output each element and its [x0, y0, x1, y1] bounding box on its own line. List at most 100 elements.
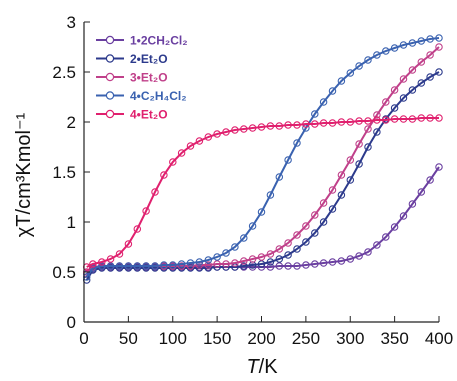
y-tick-label: 0.5 [52, 263, 76, 282]
data-point [195, 137, 204, 145]
legend-swatch-marker [105, 54, 115, 63]
data-point [390, 44, 399, 52]
data-point [408, 115, 417, 123]
x-tick-label: 50 [119, 329, 138, 348]
data-point [373, 241, 381, 249]
legend-swatch-marker [105, 109, 115, 119]
x-tick-label: 150 [203, 329, 231, 348]
data-point [408, 200, 417, 208]
data-point [222, 128, 230, 136]
x-tick-label: 400 [425, 329, 453, 348]
data-point [346, 176, 355, 184]
data-point [390, 115, 399, 123]
data-point [257, 253, 266, 261]
data-point [142, 262, 150, 270]
x-tick-label: 300 [336, 329, 364, 348]
data-point [382, 47, 390, 55]
x-tick-label: 250 [292, 329, 320, 348]
data-point [240, 234, 248, 242]
data-point [266, 258, 275, 266]
data-point [248, 263, 257, 271]
data-point [373, 51, 381, 59]
legend: 1•2CH₂Cl₂ 2•Et₂O 3•Et₂O 4•C₂H₄Cl₂ 4•Et₂O [96, 34, 188, 122]
data-point [186, 264, 195, 272]
legend-label: 1•2CH₂Cl₂ [130, 34, 188, 48]
data-point [284, 262, 292, 270]
data-point [106, 262, 115, 270]
data-point [204, 133, 213, 141]
data-point [417, 37, 426, 45]
data-point [382, 116, 390, 124]
data-point [248, 255, 257, 263]
data-point [222, 260, 230, 268]
data-point [222, 249, 230, 257]
x-tick-label: 100 [159, 329, 187, 348]
data-point [160, 171, 168, 179]
data-point [257, 260, 266, 268]
data-point [133, 225, 142, 233]
data-point [177, 262, 186, 270]
data-point [328, 87, 337, 95]
data-point [319, 199, 328, 207]
data-point [142, 207, 150, 215]
data-point [328, 258, 337, 266]
data-point [426, 73, 434, 81]
data-point [390, 86, 399, 94]
data-point [177, 260, 186, 268]
data-point [328, 119, 337, 127]
data-point [169, 158, 177, 166]
y-axis-label: χT/cm³Kmol⁻¹ [13, 112, 35, 237]
data-point [311, 229, 319, 237]
legend-item: 1•2CH₂Cl₂ [96, 34, 188, 48]
data-point [240, 257, 248, 265]
data-point [328, 205, 337, 213]
data-point [231, 126, 239, 134]
data-point [275, 173, 284, 181]
data-point [142, 264, 150, 272]
data-point [248, 222, 257, 230]
legend-swatch-marker [105, 35, 115, 45]
legend-label: 4•C₂H₄Cl₂ [130, 89, 187, 103]
data-point [266, 263, 275, 271]
data-point [399, 94, 408, 102]
data-point [355, 117, 363, 125]
data-point [373, 128, 381, 136]
y-tick-label: 1 [67, 213, 76, 232]
legend-item: 2•Et₂O [96, 52, 168, 66]
data-point [417, 58, 426, 66]
data-point [382, 233, 390, 241]
data-point [364, 117, 372, 125]
axes-layer: 0 50 100 150 200 250 300 350 400 0 0.5 1 1.5 2 2.5 3 [52, 13, 453, 348]
data-point [89, 260, 97, 268]
data-point [284, 251, 292, 259]
data-point [302, 238, 310, 246]
data-point [346, 69, 355, 77]
data-point [275, 245, 284, 253]
data-point [257, 123, 266, 131]
data-point [435, 114, 443, 122]
data-point [98, 258, 106, 266]
data-point [426, 51, 434, 59]
data-point [275, 262, 284, 270]
data-point [382, 98, 390, 106]
data-point [417, 114, 426, 122]
legend-label: 2•Et₂O [130, 52, 168, 66]
data-point [266, 122, 275, 130]
data-point [186, 142, 195, 150]
data-point [213, 253, 221, 261]
data-point [346, 118, 355, 126]
legend-swatch-marker [105, 72, 115, 82]
data-point [435, 43, 443, 51]
data-point [364, 143, 372, 151]
data-point [319, 259, 328, 267]
data-point [328, 186, 337, 194]
series-5 [82, 114, 443, 271]
data-point [408, 86, 417, 94]
x-tick-label: 200 [247, 329, 275, 348]
data-point [311, 260, 319, 268]
data-point [240, 262, 248, 270]
data-point [169, 261, 177, 269]
series-4 [82, 34, 443, 281]
data-point [311, 110, 319, 118]
